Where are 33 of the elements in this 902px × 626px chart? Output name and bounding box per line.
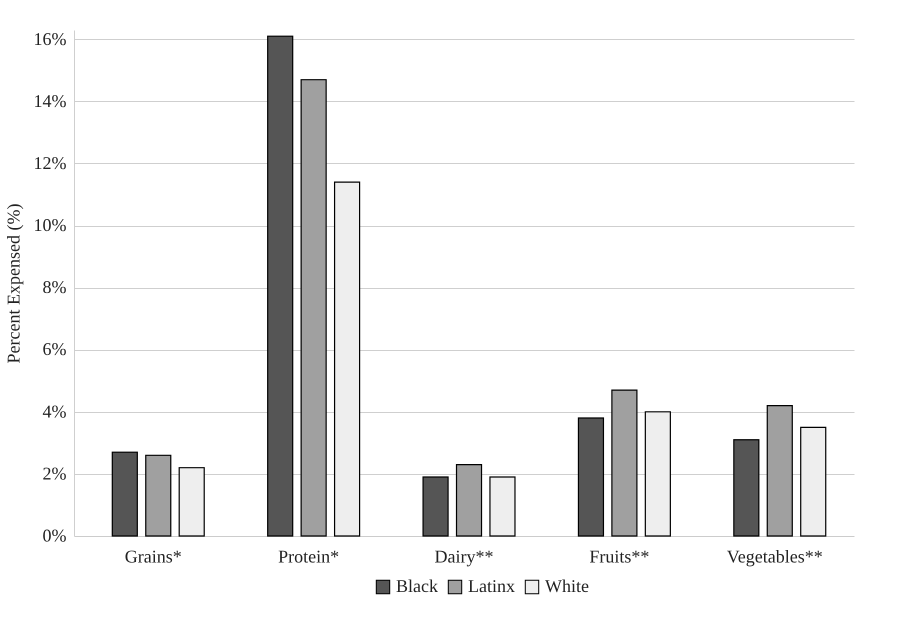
y-tick-label: 2% xyxy=(42,463,66,484)
y-tick-label: 4% xyxy=(42,401,66,422)
y-tick-label: 16% xyxy=(34,28,66,49)
bar xyxy=(178,467,205,537)
y-axis-title: Percent Expensed (%) xyxy=(4,204,24,364)
bar xyxy=(145,454,172,537)
bar xyxy=(766,405,793,537)
bar xyxy=(578,417,604,537)
x-tick-label: Fruits** xyxy=(589,546,650,566)
bar xyxy=(456,464,482,537)
bar xyxy=(800,426,826,537)
y-tick-label: 6% xyxy=(42,339,66,360)
bar xyxy=(112,452,138,537)
bar xyxy=(267,36,294,537)
y-tick-label: 12% xyxy=(34,152,66,173)
x-tick-label: Vegetables** xyxy=(726,546,823,566)
legend-label: Latinx xyxy=(468,576,515,596)
bar xyxy=(644,411,671,537)
legend-label: White xyxy=(545,576,589,596)
bar xyxy=(611,390,638,537)
y-tick-label: 0% xyxy=(42,526,66,546)
legend-label: Black xyxy=(396,576,438,596)
bar xyxy=(733,439,760,537)
x-tick-label: Dairy** xyxy=(434,546,494,566)
x-tick-label: Grains* xyxy=(124,546,182,566)
bar xyxy=(300,79,327,537)
y-tick-label: 8% xyxy=(42,277,66,298)
x-tick-label: Protein* xyxy=(278,546,340,566)
bar xyxy=(422,476,449,537)
y-tick-label: 14% xyxy=(34,90,66,111)
bar xyxy=(334,182,360,537)
bar xyxy=(489,476,516,537)
y-tick-label: 10% xyxy=(34,215,66,236)
